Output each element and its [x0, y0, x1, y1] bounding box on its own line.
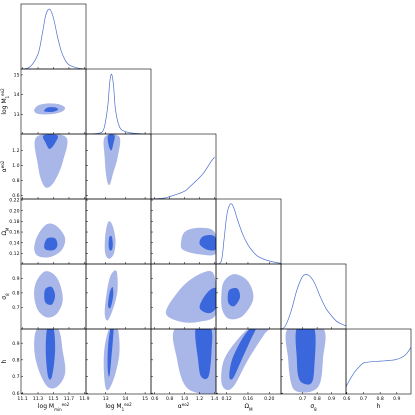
contour-inner-s8-vs-logM1 — [108, 287, 114, 309]
panel-frame-4-4 — [280, 263, 347, 330]
contour-inner-s8-vs-logMmin — [44, 286, 56, 305]
marginal-line-logMmin — [22, 8, 85, 69]
x-tick-label-alpha: 1.0 — [181, 396, 188, 402]
y-tick-label-h: 0.8 — [12, 357, 19, 363]
contour-inner-s8-vs-alpha — [199, 287, 216, 314]
y-tick-label-Om: 0.12 — [9, 251, 19, 257]
x-tick-label-logMmin: 11.7 — [64, 396, 74, 402]
x-axis-label-h: h — [377, 403, 381, 410]
contour-inner-alpha-vs-logMmin — [42, 134, 59, 149]
panel-frame-2-2 — [150, 133, 217, 200]
contour-inner-h-vs-alpha — [195, 329, 213, 380]
y-tick-label-s8: 0.9 — [12, 276, 19, 282]
y-tick-label-Om: 0.16 — [9, 230, 19, 236]
y-tick-label-Om: 0.22 — [9, 198, 19, 204]
y-tick-label-Om: 0.18 — [9, 219, 19, 225]
y-tick-label-alpha: 0.6 — [12, 193, 19, 199]
marginal-line-Om — [216, 203, 281, 264]
x-tick-label-s8: 0.8 — [313, 396, 320, 402]
x-tick-label-alpha: 1.4 — [211, 396, 218, 402]
y-tick-label-Om: 0.14 — [9, 240, 19, 246]
y-axis-label-Om: ΩM — [1, 227, 10, 236]
x-axis-label-alpha: αeo2 — [178, 402, 190, 411]
panel-frame-3-3 — [215, 198, 282, 265]
y-axis-label-alpha: αeo2 — [0, 160, 8, 172]
contour-outer-alpha-vs-logMmin — [34, 134, 68, 188]
contour-inner-h-vs-logM1 — [107, 329, 114, 377]
x-tick-label-Om: 0.12 — [222, 396, 232, 402]
contour-inner-s8-vs-Om — [227, 288, 241, 307]
x-tick-label-h: 0.9 — [393, 396, 400, 402]
panel-frame-5-5 — [345, 328, 412, 395]
contour-inner-h-vs-Om — [229, 329, 256, 380]
x-tick-label-alpha: 0.6 — [151, 396, 158, 402]
contour-inner-h-vs-s8 — [295, 329, 316, 385]
y-tick-label-alpha: 1.0 — [12, 163, 19, 169]
x-tick-label-alpha: 0.8 — [166, 396, 173, 402]
contour-outer-h-vs-logM1 — [103, 329, 120, 391]
x-axis-label-s8: σ8 — [310, 403, 317, 412]
y-axis-label-h: h — [1, 359, 8, 363]
contour-inner-Om-vs-alpha — [199, 235, 216, 251]
y-axis-label-logM1: log M1eo2 — [0, 88, 10, 115]
x-tick-label-logM1: 14 — [122, 396, 128, 402]
marginal-line-s8 — [281, 274, 346, 329]
x-axis-label-logM1: log M1eo2 — [105, 402, 132, 412]
x-tick-label-logM1: 15 — [142, 396, 148, 402]
x-tick-label-logMmin: 11.3 — [33, 396, 43, 402]
contour-inner-Om-vs-logMmin — [44, 237, 58, 251]
y-axis-label-s8: σ8 — [1, 293, 10, 300]
x-tick-label-logM1: 13 — [103, 396, 109, 402]
x-tick-label-s8: 0.9 — [328, 396, 335, 402]
y-tick-label-s8: 0.7 — [12, 305, 19, 311]
y-tick-label-h: 0.9 — [12, 341, 19, 347]
contour-inner-Om-vs-logM1 — [108, 235, 113, 251]
y-tick-label-alpha: 1.2 — [12, 148, 19, 154]
y-tick-label-logM1: 14 — [14, 92, 20, 98]
contour-inner-logM1-vs-logMmin — [44, 107, 59, 112]
y-tick-label-h: 0.6 — [12, 391, 19, 397]
y-tick-label-alpha: 0.8 — [12, 178, 19, 184]
marginal-line-alpha — [151, 156, 215, 199]
y-tick-label-h: 0.7 — [12, 374, 19, 380]
y-tick-label-s8: 0.8 — [12, 290, 19, 296]
x-tick-label-s8: 0.7 — [299, 396, 306, 402]
marginal-line-logM1 — [86, 73, 146, 134]
marginal-line-h — [346, 347, 411, 387]
x-tick-label-h: 0.6 — [343, 396, 350, 402]
contour-inner-h-vs-logMmin — [45, 329, 56, 380]
contour-outer-alpha-vs-logM1 — [103, 134, 121, 186]
panel-frame-3-1 — [85, 198, 152, 265]
x-tick-label-Om: 0.16 — [243, 396, 253, 402]
x-tick-label-h: 0.7 — [360, 396, 367, 402]
contour-inner-alpha-vs-logM1 — [107, 134, 115, 151]
panel-frame-1-0 — [20, 68, 87, 135]
y-tick-label-Om: 0.20 — [9, 208, 19, 214]
y-tick-label-logM1: 13 — [14, 112, 20, 118]
panel-frame-0-0 — [20, 3, 87, 70]
x-axis-label-logMmin: log Mmineo2 — [38, 402, 70, 412]
x-axis-label-Om: ΩM — [244, 403, 253, 412]
x-tick-label-h: 0.8 — [377, 396, 384, 402]
x-tick-label-logMmin: 11.5 — [48, 396, 58, 402]
y-tick-label-logM1: 15 — [14, 73, 20, 79]
x-tick-label-logMmin: 11.1 — [17, 396, 27, 402]
x-tick-label-logMmin: 11.9 — [79, 396, 89, 402]
panel-frame-4-1 — [85, 263, 152, 330]
x-tick-label-Om: 0.20 — [264, 396, 274, 402]
x-tick-label-alpha: 1.2 — [196, 396, 203, 402]
